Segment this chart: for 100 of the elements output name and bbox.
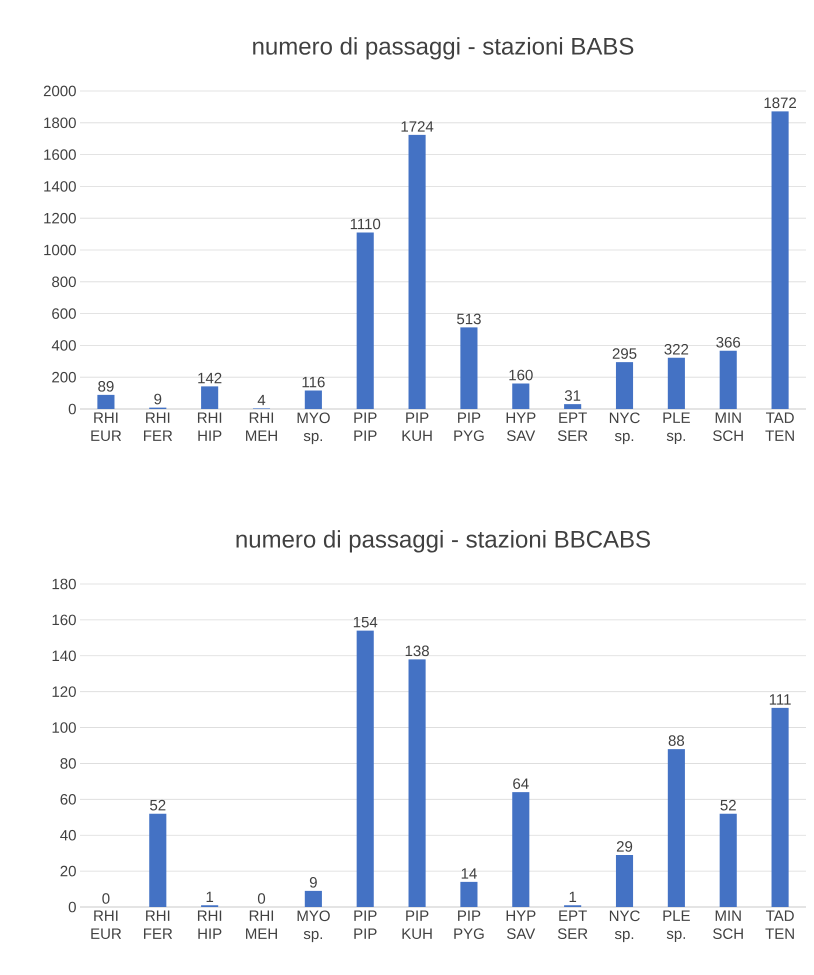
data-label: 9 [154, 394, 162, 404]
bar [772, 708, 789, 907]
x-tick-label: PLE sp. [663, 412, 690, 444]
bar [616, 854, 634, 907]
data-label: 1872 [764, 98, 796, 108]
data-label: 295 [612, 348, 636, 359]
y-tick-label: 0 [68, 404, 76, 414]
x-tick-label: RHI MEH [246, 412, 277, 441]
x-tick-label: MIN SCH [713, 910, 743, 939]
x-tick-label: PIP PIP [354, 412, 377, 441]
x-tick-label: RHI MEH [246, 910, 277, 939]
bar [668, 749, 685, 907]
y-tick-label: 2000 [44, 86, 76, 96]
bar [356, 232, 374, 409]
bar [460, 327, 478, 409]
x-tick-label: TAD TEN [765, 412, 794, 441]
data-label: 0 [258, 893, 266, 904]
chart-title: numero di passaggi - stazioni BABS [253, 37, 634, 60]
bar [772, 111, 789, 409]
y-tick-label: 160 [52, 614, 76, 626]
bar [201, 386, 218, 409]
data-label: 29 [616, 841, 632, 852]
x-tick-label: RHI HIP [198, 910, 222, 939]
data-label: 88 [668, 735, 684, 746]
bar [668, 358, 685, 409]
data-label: 1724 [402, 121, 434, 132]
data-label: 154 [354, 616, 378, 628]
x-tick-label: RHI FER [144, 910, 172, 939]
x-tick-label: NYC sp. [610, 412, 640, 444]
y-tick-label: 180 [52, 578, 76, 590]
x-tick-label: HYP SAV [506, 412, 536, 441]
bar [616, 362, 634, 409]
data-label: 1 [570, 892, 576, 902]
y-tick-label: 1800 [44, 117, 76, 128]
y-tick-label: 400 [52, 340, 76, 351]
bar [356, 630, 374, 907]
y-tick-label: 0 [68, 902, 76, 912]
x-tick-label: RHI EUR [91, 412, 122, 441]
bar [512, 384, 530, 409]
y-tick-label: 100 [52, 722, 76, 733]
y-tick-label: 1000 [44, 244, 76, 256]
x-tick-label: RHI FER [144, 412, 172, 441]
y-tick-label: 200 [52, 372, 76, 382]
x-tick-label: TAD TEN [765, 910, 794, 939]
bar [408, 134, 426, 409]
bar [304, 390, 322, 409]
x-tick-label: MYO sp. [298, 412, 330, 444]
y-tick-label: 600 [52, 308, 76, 319]
data-label: 52 [150, 800, 166, 810]
x-tick-label: MYO sp. [298, 910, 330, 942]
y-tick-label: 20 [60, 866, 76, 876]
data-label: 89 [98, 381, 114, 392]
x-tick-label: EPT SER [558, 910, 588, 939]
data-label: 111 [770, 694, 791, 705]
data-label: 14 [462, 868, 477, 879]
y-tick-label: 1400 [44, 181, 76, 192]
data-label: 4 [258, 394, 266, 406]
x-tick-label: PIP PYG [454, 412, 484, 441]
x-tick-label: NYC sp. [610, 910, 640, 942]
data-label: 52 [720, 800, 736, 810]
bar [97, 394, 114, 409]
y-tick-label: 1600 [44, 149, 76, 160]
data-label: 513 [457, 314, 481, 324]
y-tick-label: 1200 [44, 212, 76, 224]
data-label: 142 [198, 372, 222, 384]
data-label: 1110 [350, 218, 380, 230]
y-tick-label: 60 [60, 794, 76, 805]
y-tick-label: 140 [52, 650, 76, 662]
data-label: 31 [564, 390, 580, 401]
data-label: 160 [509, 370, 533, 380]
data-label: 322 [664, 344, 688, 355]
y-tick-label: 40 [60, 830, 76, 841]
bar [460, 882, 478, 907]
x-tick-label: MIN SCH [713, 412, 743, 441]
x-tick-label: PIP PIP [354, 910, 377, 939]
x-tick-label: PIP KUH [402, 412, 432, 441]
x-tick-label: PIP PYG [454, 910, 484, 939]
x-tick-label: RHI HIP [198, 412, 222, 441]
bar [149, 814, 166, 907]
data-label: 138 [406, 646, 429, 656]
x-tick-label: PIP KUH [402, 910, 432, 939]
data-label: 0 [102, 893, 110, 904]
data-label: 9 [310, 877, 317, 888]
bar [564, 404, 582, 409]
x-tick-label: EPT SER [558, 412, 588, 441]
data-label: 116 [302, 376, 325, 388]
data-label: 64 [513, 778, 529, 789]
x-tick-label: HYP SAV [506, 910, 536, 939]
chart-title: numero di passaggi - stazioni BBCABS [236, 530, 650, 553]
bar [720, 350, 737, 409]
data-label: 1 [206, 892, 214, 902]
y-tick-label: 800 [52, 276, 76, 288]
bar [720, 814, 737, 907]
x-tick-label: RHI EUR [91, 910, 122, 939]
y-tick-label: 80 [60, 758, 76, 769]
bar [408, 659, 426, 907]
bar [304, 890, 322, 907]
bar [512, 792, 530, 907]
x-tick-label: PLE sp. [663, 910, 690, 942]
y-tick-label: 120 [52, 686, 76, 697]
